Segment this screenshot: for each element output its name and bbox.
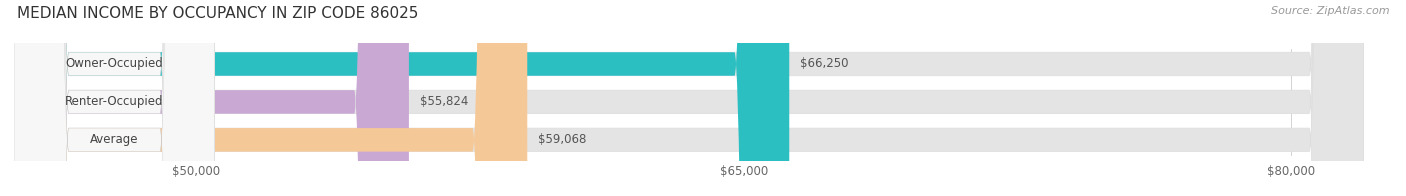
- FancyBboxPatch shape: [14, 0, 409, 196]
- Text: Owner-Occupied: Owner-Occupied: [66, 57, 163, 71]
- FancyBboxPatch shape: [14, 0, 789, 196]
- FancyBboxPatch shape: [14, 0, 1364, 196]
- FancyBboxPatch shape: [14, 0, 1364, 196]
- FancyBboxPatch shape: [14, 0, 215, 196]
- Text: $59,068: $59,068: [538, 133, 586, 146]
- Text: Average: Average: [90, 133, 139, 146]
- FancyBboxPatch shape: [14, 0, 215, 196]
- Text: MEDIAN INCOME BY OCCUPANCY IN ZIP CODE 86025: MEDIAN INCOME BY OCCUPANCY IN ZIP CODE 8…: [17, 6, 418, 21]
- FancyBboxPatch shape: [14, 0, 1364, 196]
- Text: Source: ZipAtlas.com: Source: ZipAtlas.com: [1271, 6, 1389, 16]
- Text: $55,824: $55,824: [420, 95, 468, 108]
- FancyBboxPatch shape: [14, 0, 527, 196]
- FancyBboxPatch shape: [14, 0, 215, 196]
- Text: $66,250: $66,250: [800, 57, 849, 71]
- Text: Renter-Occupied: Renter-Occupied: [65, 95, 163, 108]
